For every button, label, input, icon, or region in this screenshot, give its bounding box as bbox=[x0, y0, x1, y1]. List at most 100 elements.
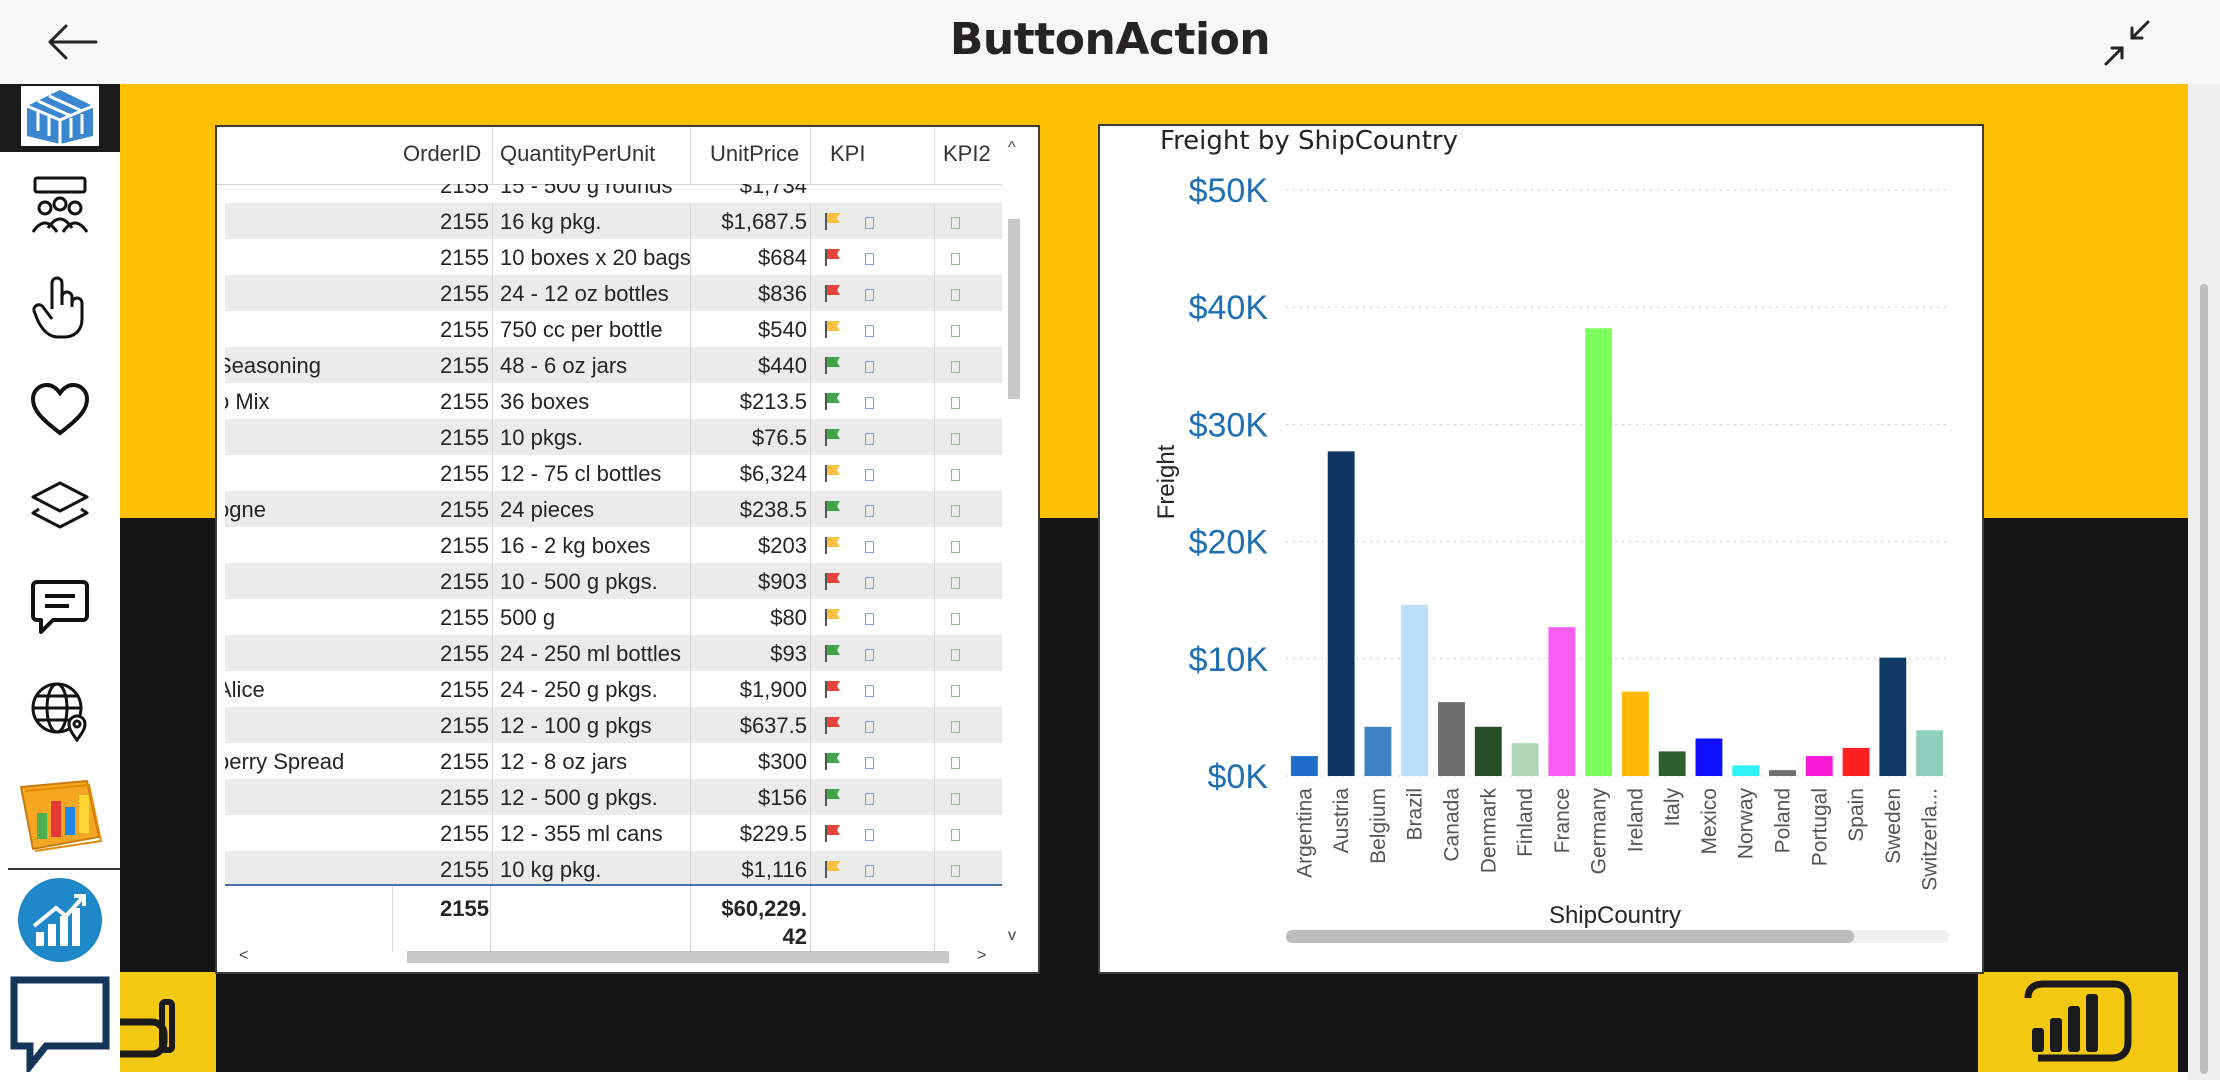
sidebar-item-heart[interactable] bbox=[0, 374, 120, 448]
collapse-arrows-icon[interactable] bbox=[2102, 18, 2152, 68]
page-scrollbar[interactable] bbox=[2188, 84, 2220, 1080]
table-row[interactable]: ogne 2155 24 pieces $238.5 bbox=[225, 491, 1002, 527]
cell-price: $238.5 bbox=[739, 497, 807, 522]
table-row[interactable]: 2155 10 - 500 g pkgs. $903 bbox=[225, 563, 1002, 599]
col-header-quantityperunit[interactable]: QuantityPerUnit bbox=[500, 141, 656, 166]
y-tick-label: $50K bbox=[1189, 172, 1269, 210]
col-header-orderid[interactable]: OrderID bbox=[403, 141, 482, 166]
bar-mexico[interactable] bbox=[1695, 738, 1723, 776]
bar-norway[interactable] bbox=[1732, 765, 1760, 776]
kpi-indicator-icon bbox=[865, 505, 874, 517]
kpi-indicator-icon bbox=[865, 577, 874, 589]
table-vertical-scrollbar[interactable]: ^ v bbox=[1006, 139, 1024, 955]
col-divider bbox=[810, 311, 811, 347]
x-tick-label: Spain bbox=[1845, 788, 1868, 842]
bar-ireland[interactable] bbox=[1621, 691, 1649, 776]
bar-spain[interactable] bbox=[1842, 747, 1870, 776]
col-divider bbox=[690, 527, 691, 563]
sidebar-item-comment[interactable] bbox=[0, 976, 120, 1076]
kpi-indicator-icon bbox=[865, 289, 874, 301]
table-row[interactable]: 2155 16 kg pkg. $1,687.5 bbox=[225, 203, 1002, 239]
col-divider bbox=[690, 383, 691, 419]
table-row[interactable]: berry Spread 2155 12 - 8 oz jars $300 bbox=[225, 743, 1002, 779]
cell-qty: 12 - 355 ml cans bbox=[500, 821, 663, 846]
col-divider bbox=[492, 671, 493, 707]
page-title: ButtonAction bbox=[949, 14, 1271, 65]
bar-portugal[interactable] bbox=[1805, 756, 1833, 776]
yellow-flag-icon bbox=[825, 321, 840, 338]
col-divider bbox=[492, 779, 493, 815]
table-visual[interactable]: OrderID QuantityPerUnit UnitPrice KPI KP… bbox=[215, 125, 1040, 974]
sidebar-item-chat[interactable] bbox=[0, 574, 120, 648]
chart-scroll-thumb[interactable] bbox=[1286, 930, 1854, 943]
table-row[interactable]: 2155 24 - 250 ml bottles $93 bbox=[225, 635, 1002, 671]
col-divider bbox=[492, 815, 493, 851]
sidebar-item-layers[interactable] bbox=[0, 474, 120, 548]
sidebar-item-chart-book[interactable] bbox=[0, 774, 120, 860]
table-row[interactable]: 2155 10 boxes x 20 bags $684 bbox=[225, 239, 1002, 275]
cell-price: $1,687.5 bbox=[721, 209, 807, 234]
page-scrollbar-thumb[interactable] bbox=[2200, 284, 2208, 1074]
bar-belgium[interactable] bbox=[1364, 726, 1392, 776]
sidebar-item-growth[interactable] bbox=[0, 876, 120, 968]
cell-qty: 15 - 500 g rounds bbox=[500, 184, 673, 198]
col-divider bbox=[492, 203, 493, 239]
bar-canada[interactable] bbox=[1438, 702, 1465, 776]
col-header-kpi[interactable]: KPI bbox=[830, 141, 866, 166]
table-row[interactable]: 2155 12 - 355 ml cans $229.5 bbox=[225, 815, 1002, 851]
x-tick-label: Italy bbox=[1661, 788, 1684, 827]
table-row[interactable]: 2155 750 cc per bottle $540 bbox=[225, 311, 1002, 347]
cell-qty: 24 - 12 oz bottles bbox=[500, 281, 669, 306]
table-row[interactable]: 2155 24 - 12 oz bottles $836 bbox=[225, 275, 1002, 311]
freight-chart-visual[interactable]: Freight by ShipCountry Freight ShipCount… bbox=[1098, 124, 1984, 974]
table-row[interactable]: 2155 16 - 2 kg boxes $203 bbox=[225, 527, 1002, 563]
cell-orderid: 2155 bbox=[440, 857, 489, 882]
col-divider bbox=[492, 563, 493, 599]
bar-brazil[interactable] bbox=[1401, 604, 1429, 776]
bar-poland[interactable] bbox=[1769, 770, 1796, 776]
scroll-up-icon[interactable]: ^ bbox=[1008, 139, 1016, 156]
table-hscroll-thumb[interactable] bbox=[407, 951, 949, 963]
col-header-unitprice[interactable]: UnitPrice bbox=[710, 141, 800, 166]
bar-italy[interactable] bbox=[1658, 751, 1686, 776]
scroll-down-icon[interactable]: v bbox=[1008, 927, 1016, 944]
table-row[interactable]: 2155 500 g $80 bbox=[225, 599, 1002, 635]
sidebar-item-cube[interactable] bbox=[0, 84, 120, 152]
scroll-left-icon[interactable]: < bbox=[239, 947, 249, 964]
col-header-kpi2[interactable]: KPI2 bbox=[943, 141, 991, 166]
table-row[interactable]: 2155 12 - 100 g pkgs $637.5 bbox=[225, 707, 1002, 743]
back-arrow-icon[interactable] bbox=[42, 18, 102, 66]
table-row[interactable]: 2155 10 kg pkg. $1,116 bbox=[225, 851, 1002, 884]
table-row[interactable]: Alice 2155 24 - 250 g pkgs. $1,900 bbox=[225, 671, 1002, 707]
sidebar-item-hand[interactable] bbox=[0, 270, 120, 350]
bar-germany[interactable] bbox=[1585, 328, 1613, 776]
table-vscroll-thumb[interactable] bbox=[1008, 219, 1020, 399]
cell-orderid: 2155 bbox=[440, 641, 489, 666]
col-divider bbox=[810, 815, 811, 851]
sidebar-item-globe[interactable] bbox=[0, 676, 120, 750]
table-row[interactable]: 2155 12 - 75 cl bottles $6,324 bbox=[225, 455, 1002, 491]
table-row[interactable]: 2155 10 pkgs. $76.5 bbox=[225, 419, 1002, 455]
scroll-right-icon[interactable]: > bbox=[977, 947, 987, 964]
bar-austria[interactable] bbox=[1327, 451, 1355, 776]
bar-finland[interactable] bbox=[1511, 743, 1539, 776]
table-row[interactable]: 2155 12 - 500 g pkgs. $156 bbox=[225, 779, 1002, 815]
table-row[interactable]: Seasoning 2155 48 - 6 oz jars $440 bbox=[225, 347, 1002, 383]
bar-denmark[interactable] bbox=[1474, 726, 1502, 776]
table-horizontal-scrollbar[interactable]: < > bbox=[237, 947, 997, 967]
cell-price: $6,324 bbox=[739, 461, 807, 486]
bar-switzerla[interactable] bbox=[1916, 730, 1944, 776]
green-flag-icon bbox=[825, 753, 840, 770]
red-flag-icon bbox=[825, 717, 840, 734]
y-tick-label: $10K bbox=[1189, 641, 1269, 679]
kpi-indicator-icon bbox=[865, 865, 874, 877]
table-body[interactable]: 2155 15 - 500 g rounds $1,734 2155 16 kg … bbox=[225, 184, 1002, 884]
bar-argentina[interactable] bbox=[1290, 756, 1318, 776]
cell-orderid: 2155 bbox=[440, 605, 489, 630]
bar-france[interactable] bbox=[1548, 627, 1576, 776]
table-row[interactable]: o Mix 2155 36 boxes $213.5 bbox=[225, 383, 1002, 419]
col-divider bbox=[810, 563, 811, 599]
sidebar-item-meeting[interactable] bbox=[0, 170, 120, 244]
bar-sweden[interactable] bbox=[1879, 657, 1907, 776]
table-row-partial[interactable]: 2155 15 - 500 g rounds $1,734 bbox=[225, 184, 1002, 203]
